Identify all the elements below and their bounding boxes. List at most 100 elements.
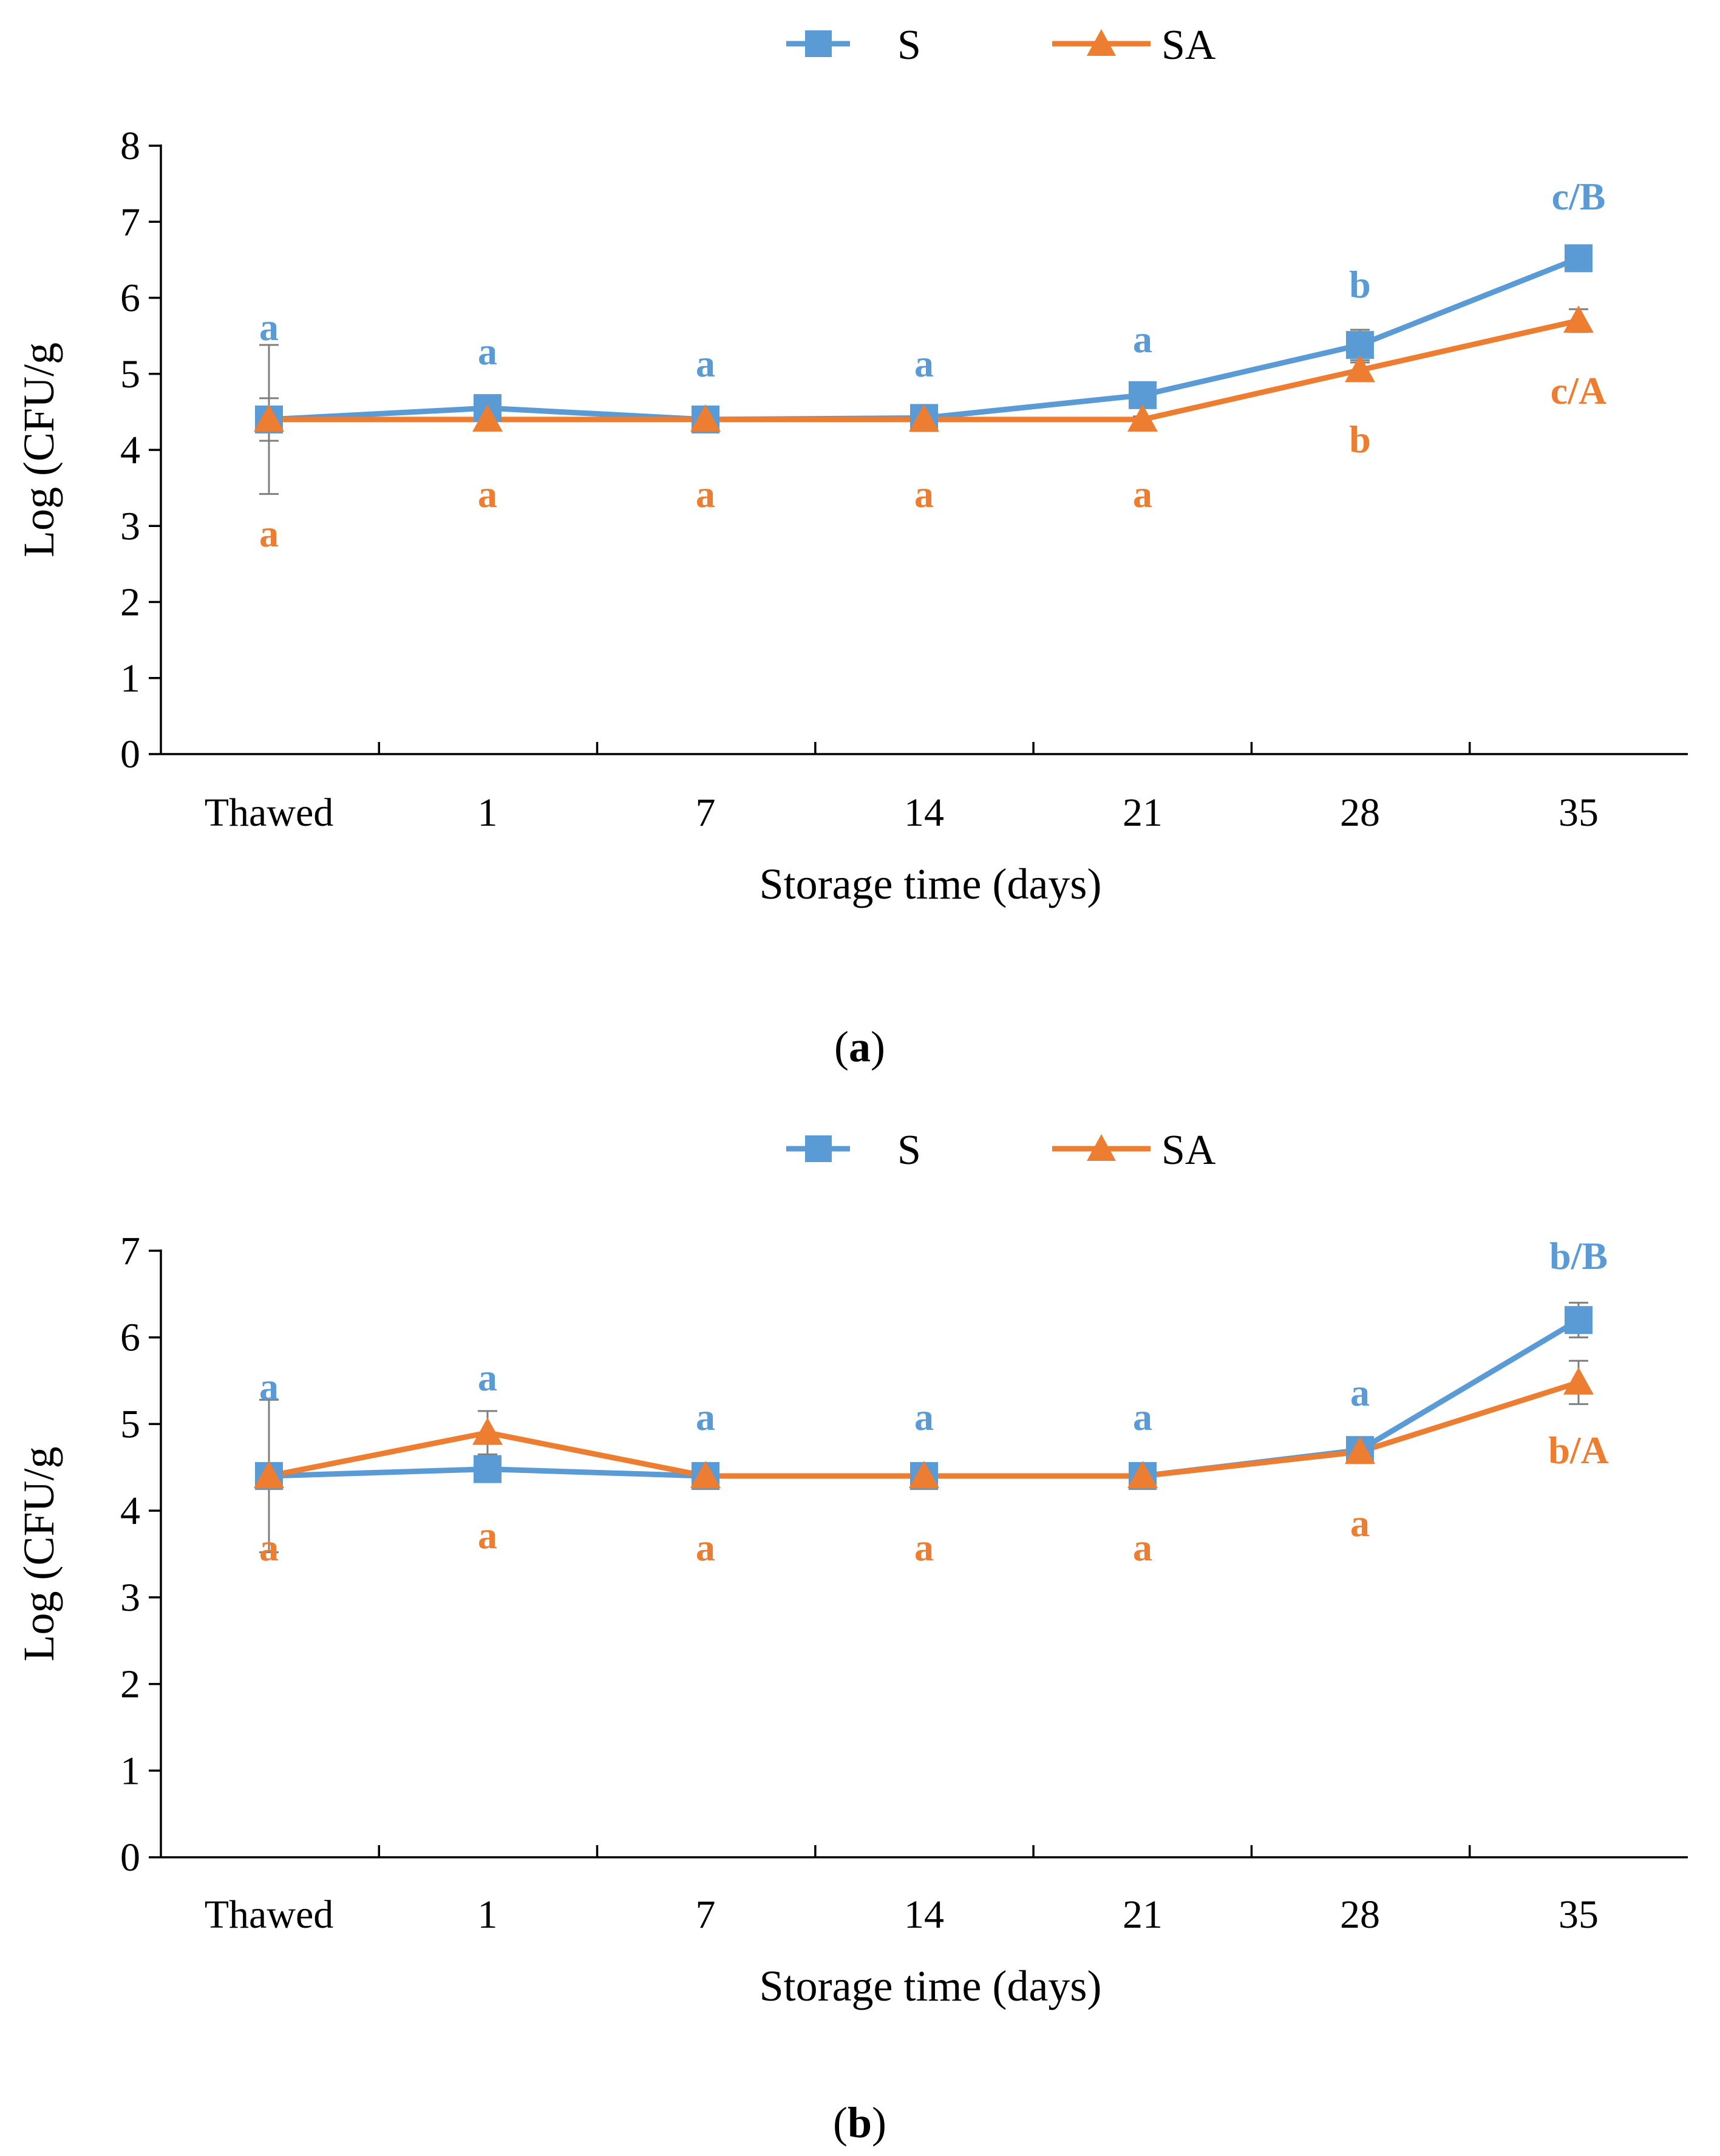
x-tick-label: 28 <box>1340 1892 1380 1937</box>
x-tick-label: 35 <box>1559 791 1599 835</box>
series-line-s <box>268 256 1580 423</box>
significance-letter-s: a <box>696 1395 715 1438</box>
data-point-sa <box>1127 1461 1158 1489</box>
x-tick-label: 14 <box>904 1892 944 1937</box>
x-tick-label: 7 <box>696 791 716 835</box>
significance-letter-s: a <box>1350 1371 1370 1414</box>
significance-letter-s: b/B <box>1549 1234 1608 1277</box>
significance-letter-sa: a <box>1133 1526 1152 1569</box>
data-point-sa <box>254 404 284 432</box>
panel-label: (a) <box>834 1022 885 1071</box>
significance-letter-sa: a <box>696 472 715 515</box>
y-tick-label: 7 <box>120 200 140 244</box>
panel-label-letter: a <box>849 1022 871 1071</box>
chart-panel-a: 0 1 2 3 4 5 6 7 8 Thawed 1 7 14 21 28 35 Storage time (d… <box>15 22 1688 1071</box>
y-tick-label: 3 <box>120 504 140 548</box>
x-tick-label: 14 <box>904 791 944 835</box>
y-tick-label: 1 <box>120 1749 140 1793</box>
legend-label-sa: SA <box>1161 22 1216 69</box>
data-point-sa <box>690 1461 721 1489</box>
significance-letter-s: a <box>1133 318 1152 361</box>
y-tick-label: 6 <box>120 276 140 321</box>
y-axis-title: Log (CFU/g <box>15 342 63 557</box>
y-tick-label: 5 <box>120 352 140 396</box>
data-point-sa <box>1563 1367 1594 1395</box>
x-tick-label: 21 <box>1123 1892 1163 1937</box>
y-tick-label: 1 <box>120 656 140 701</box>
x-axis-title: Storage time (days) <box>760 1962 1102 2010</box>
data-point-sa <box>472 1417 503 1445</box>
significance-letter-s: a <box>1133 1395 1152 1438</box>
y-tick-label: 8 <box>120 124 140 168</box>
y-tick-label: 0 <box>120 1835 140 1880</box>
legend-label-sa: SA <box>1161 1127 1216 1174</box>
panel-label-open: ( <box>834 1022 849 1071</box>
significance-letter-s: b <box>1349 263 1371 306</box>
panel-label: (b) <box>833 2098 886 2147</box>
x-tick-label: 35 <box>1559 1892 1599 1937</box>
y-tick-label: 2 <box>120 580 140 625</box>
data-point-s <box>1346 331 1374 359</box>
data-point-s <box>1565 1306 1593 1335</box>
x-tick-label: 21 <box>1123 791 1163 835</box>
significance-letter-s: a <box>259 305 279 349</box>
legend: S SA <box>786 1127 1216 1174</box>
y-tick-label: 6 <box>120 1316 140 1360</box>
data-point-sa <box>909 404 939 432</box>
data-point-sa <box>254 1461 284 1489</box>
panel-label-close: ) <box>872 2098 886 2147</box>
significance-letter-s: a <box>259 1365 279 1408</box>
panel-label-letter: b <box>848 2098 872 2147</box>
data-point-sa <box>1345 1437 1375 1464</box>
significance-letter-sa: a <box>478 472 497 515</box>
x-tick-label: Thawed <box>205 1892 334 1937</box>
y-tick-label: 4 <box>120 428 140 472</box>
data-point-s <box>1565 244 1593 273</box>
significance-letter-s: c/B <box>1552 175 1606 218</box>
y-tick-label: 2 <box>120 1662 140 1707</box>
legend-marker-s <box>805 1135 832 1162</box>
x-tick-label: 1 <box>478 791 498 835</box>
significance-letter-sa: a <box>1133 472 1152 515</box>
significance-letter-s: a <box>914 1395 934 1438</box>
significance-letter-sa: a <box>478 1514 497 1557</box>
panel-label-open: ( <box>833 2098 848 2147</box>
significance-letter-sa: a <box>914 1526 934 1569</box>
significance-letter-s: a <box>696 342 715 385</box>
y-tick-label: 4 <box>120 1489 140 1533</box>
data-point-sa <box>1563 305 1594 333</box>
significance-letter-sa: b/A <box>1548 1429 1609 1472</box>
legend: S SA <box>786 22 1216 69</box>
y-tick-label: 0 <box>120 732 140 777</box>
legend-label-s: S <box>897 1127 921 1174</box>
panel-label-close: ) <box>871 1022 885 1071</box>
legend-marker-s <box>805 30 832 57</box>
data-point-sa <box>690 404 721 432</box>
significance-letter-sa: a <box>259 512 279 555</box>
x-axis-title: Storage time (days) <box>760 860 1102 908</box>
y-tick-label: 7 <box>120 1229 140 1273</box>
significance-letter-s: a <box>478 1356 497 1399</box>
significance-letter-s: a <box>914 342 934 385</box>
legend-label-s: S <box>897 22 921 69</box>
significance-letter-sa: b <box>1349 418 1371 461</box>
x-tick-label: 7 <box>696 1892 716 1937</box>
y-tick-label: 5 <box>120 1402 140 1446</box>
x-tick-label: Thawed <box>205 791 334 835</box>
significance-letter-s: a <box>478 330 497 373</box>
significance-letter-sa: c/A <box>1551 369 1606 412</box>
legend-marker-sa <box>1087 29 1116 56</box>
significance-letter-sa: a <box>696 1526 715 1569</box>
significance-letter-sa: a <box>259 1526 279 1569</box>
x-tick-label: 28 <box>1340 791 1380 835</box>
y-tick-label: 3 <box>120 1576 140 1620</box>
chart-panel-b: 0 1 2 3 4 5 6 7 Thawed 1 7 14 21 28 35 Storage time (da… <box>15 1127 1688 2147</box>
data-point-sa <box>1345 355 1375 383</box>
data-point-sa <box>472 404 503 432</box>
significance-letter-sa: a <box>1350 1501 1370 1545</box>
data-point-sa <box>1127 404 1158 432</box>
data-point-s <box>474 1455 501 1483</box>
data-point-sa <box>909 1461 939 1489</box>
legend-marker-sa <box>1087 1134 1116 1161</box>
